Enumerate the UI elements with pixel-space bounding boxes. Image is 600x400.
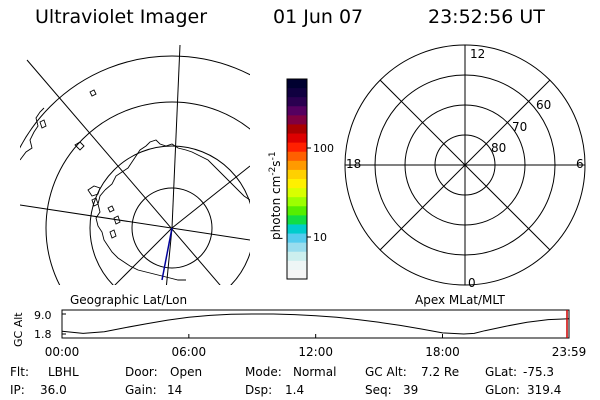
colorbar-swatch <box>287 251 307 262</box>
colorbar-swatch <box>287 115 307 126</box>
status-label: Seq: <box>365 383 392 397</box>
colorbar-swatch <box>287 179 307 189</box>
colorbar-frame <box>286 78 308 280</box>
colorbar-swatch <box>287 160 307 171</box>
geo-meridian-5 <box>171 45 181 229</box>
status-value: 7.2 Re <box>421 365 459 379</box>
colorbar-swatch <box>287 97 307 107</box>
status-value: -75.3 <box>523 365 554 379</box>
geo-lat-circle-2 <box>89 145 250 285</box>
colorbar-swatch <box>287 133 307 144</box>
colorbar-swatch <box>287 124 307 135</box>
status-value: 1.4 <box>285 383 304 397</box>
colorbar-swatch <box>287 233 307 244</box>
status-label: Gain: <box>125 383 157 397</box>
mlt-label-0: 0 <box>468 276 476 290</box>
status-value: Normal <box>293 365 336 379</box>
mlt-label-12: 12 <box>470 47 485 61</box>
status-label: Flt: <box>10 365 29 379</box>
geo-meridian-4 <box>114 227 173 285</box>
geo-lat-circle-3 <box>45 101 250 285</box>
timeline-xtick-label: 00:00 <box>45 345 80 359</box>
colorbar-unit-label: photon cm-2s-1 <box>268 151 283 240</box>
geo-lat-circle-1 <box>131 187 213 269</box>
geo-meridian-1 <box>20 204 250 241</box>
status-label: IP: <box>10 383 25 397</box>
geo-lat-circle-4 <box>20 55 250 149</box>
colorbar-swatch <box>287 215 307 226</box>
timeline-xtick-label: 06:00 <box>172 345 207 359</box>
altitude-timeline: GC Alt 9.0 1.8 00:00 06:00 12:00 18:00 23:59 <box>12 309 586 359</box>
status-label: GC Alt: <box>365 365 407 379</box>
magnetic-map: 12 18 6 0 60 70 80 Apex MLat/MLT <box>344 44 586 307</box>
colorbar-swatch <box>287 197 307 207</box>
geographic-map: Geographic Lat/Lon <box>20 45 250 307</box>
colorbar-swatch <box>287 151 307 162</box>
colorbar-tick-label-100: 100 <box>313 142 334 155</box>
time-label: 23:52:56 UT <box>428 6 545 28</box>
status-label: Mode: <box>245 365 282 379</box>
timeline-xtick-label: 12:00 <box>298 345 333 359</box>
colorbar-swatch <box>287 169 307 180</box>
status-label: GLon: <box>485 383 520 397</box>
status-value: LBHL <box>48 365 79 379</box>
instrument-title: Ultraviolet Imager <box>35 6 207 28</box>
mlat-label-70: 70 <box>512 120 527 134</box>
timeline-xtick-label: 23:59 <box>552 345 587 359</box>
status-panel: Flt: LBHL Door: Open Mode: Normal GC Alt: 7.2 R… <box>10 365 561 397</box>
geo-meridian-2 <box>26 59 221 285</box>
status-value: 319.4 <box>527 383 561 397</box>
colorbar: 100 10 photon cm-2s-1 <box>268 78 334 280</box>
geo-meridian-6 <box>165 227 173 285</box>
colorbar-swatch <box>287 269 307 280</box>
geographic-caption: Geographic Lat/Lon <box>70 293 187 307</box>
colorbar-swatch <box>287 88 307 98</box>
colorbar-swatch <box>287 242 307 253</box>
mlt-label-6: 6 <box>576 157 584 171</box>
mlat-label-60: 60 <box>536 98 551 112</box>
colorbar-swatch <box>287 188 307 198</box>
status-value: Open <box>170 365 202 379</box>
colorbar-swatch <box>287 206 307 216</box>
status-value: 39 <box>403 383 418 397</box>
geo-meridian-3 <box>171 165 250 229</box>
coastline-south-shetland <box>107 205 121 239</box>
coastline-west-antarctica <box>95 189 186 281</box>
timeline-ylabel: GC Alt <box>12 312 25 347</box>
colorbar-swatch <box>287 224 307 235</box>
status-label: Door: <box>125 365 158 379</box>
date-label: 01 Jun 07 <box>273 6 363 28</box>
mlt-line-diag-2 <box>379 79 551 251</box>
colorbar-swatch <box>287 260 307 271</box>
colorbar-swatch <box>287 106 307 116</box>
timeline-xticks: 00:00 06:00 12:00 18:00 23:59 <box>45 334 587 359</box>
timeline-ytick-low: 1.8 <box>34 328 52 341</box>
coastline-islands <box>39 89 101 207</box>
timeline-frame <box>61 309 570 339</box>
status-label: GLat: <box>485 365 517 379</box>
apex-caption: Apex MLat/MLT <box>415 293 505 307</box>
colorbar-swatches <box>287 79 307 280</box>
colorbar-swatch <box>287 79 307 89</box>
mlat-label-80: 80 <box>491 141 506 155</box>
timeline-ytick-high: 9.0 <box>34 309 52 322</box>
coastline-antarctic-peninsula <box>104 139 250 201</box>
altitude-curve <box>61 313 570 335</box>
timeline-xtick-label: 18:00 <box>425 345 460 359</box>
status-value: 36.0 <box>40 383 67 397</box>
coastline-south-america <box>20 107 45 161</box>
status-value: 14 <box>167 383 182 397</box>
mlt-label-18: 18 <box>346 157 361 171</box>
colorbar-swatch <box>287 142 307 153</box>
status-label: Dsp: <box>245 383 272 397</box>
satellite-track <box>161 227 173 281</box>
colorbar-tick-label-10: 10 <box>313 231 327 244</box>
